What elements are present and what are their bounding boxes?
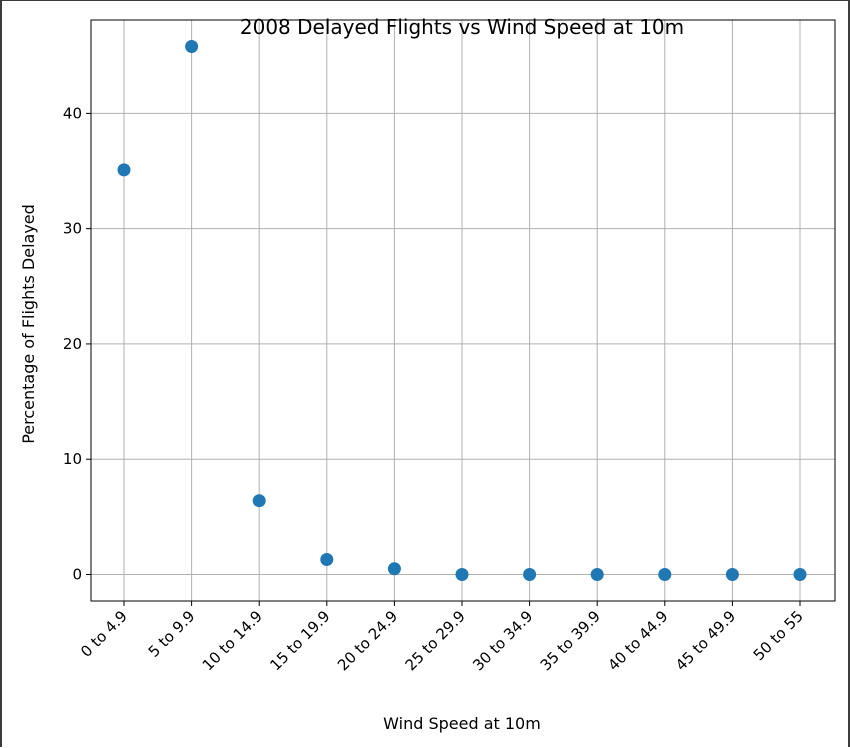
- data-point: [590, 567, 604, 581]
- x-tick-label: 25 to 29.9: [402, 607, 469, 674]
- chart-title: 2008 Delayed Flights vs Wind Speed at 10…: [240, 15, 684, 39]
- x-tick-label: 40 to 44.9: [604, 607, 671, 674]
- data-point: [455, 567, 469, 581]
- data-point: [387, 562, 401, 576]
- data-point: [523, 567, 537, 581]
- y-tick-label: 40: [63, 104, 82, 122]
- data-point: [117, 163, 131, 177]
- x-tick-label: 10 to 14.9: [199, 607, 266, 674]
- x-tick-label: 5 to 9.9: [145, 607, 199, 661]
- data-point: [185, 40, 199, 54]
- y-tick-label: 30: [63, 220, 82, 238]
- grid-lines: [91, 20, 835, 601]
- x-tick-label: 30 to 34.9: [469, 607, 536, 674]
- x-tick-label: 0 to 4.9: [77, 607, 131, 661]
- x-tick-label: 20 to 24.9: [334, 607, 401, 674]
- data-points: [117, 40, 807, 581]
- x-tick-label: 50 to 55: [750, 607, 807, 664]
- data-point: [725, 567, 739, 581]
- x-axis-label: Wind Speed at 10m: [383, 714, 541, 733]
- y-tick-label: 10: [63, 450, 82, 468]
- y-tick-label: 0: [72, 565, 82, 583]
- x-tick-label: 45 to 49.9: [672, 607, 739, 674]
- plot-area-border: [90, 19, 836, 602]
- y-tick-label: 20: [63, 335, 82, 353]
- x-axis-ticks: 0 to 4.9 5 to 9.9 10 to 14.9 15 to 19.9 20 t…: [77, 601, 807, 674]
- x-tick-label: 15 to 19.9: [266, 607, 333, 674]
- y-axis-ticks: 0 10 20 30 40: [63, 104, 91, 583]
- y-axis-label: Percentage of Flights Delayed: [19, 204, 38, 444]
- data-point: [658, 567, 672, 581]
- x-tick-label: 35 to 39.9: [537, 607, 604, 674]
- data-point: [320, 553, 334, 566]
- data-point: [793, 567, 807, 581]
- data-point: [252, 494, 266, 508]
